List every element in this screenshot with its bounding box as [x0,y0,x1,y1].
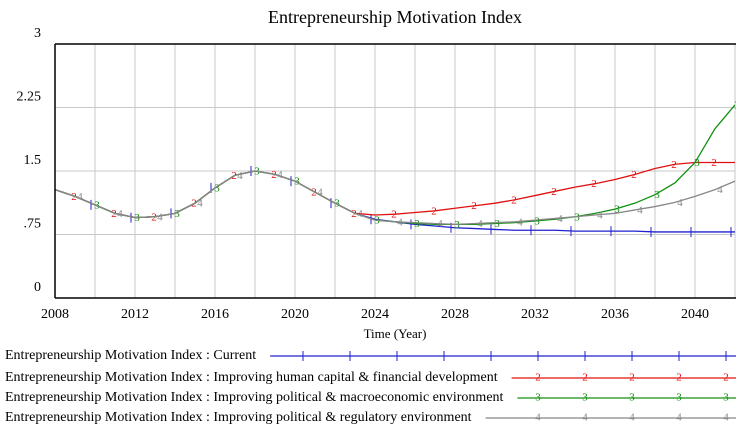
plot-area: 2222222222222222233333333333333333444444… [55,99,736,237]
legend-marker: 4 [629,412,635,424]
x-tick-label: 2016 [201,307,229,322]
legend-marker: 4 [676,412,682,424]
legend-marker: 2 [676,372,682,384]
series-marker: 2 [551,186,557,198]
series-marker: 4 [677,197,683,209]
series-marker: 3 [214,182,220,194]
x-tick-label: 2012 [121,307,149,322]
series-marker: 2 [391,209,397,221]
x-tick-label: 2032 [521,307,549,322]
legend-marker: 2 [629,372,635,384]
x-tick-label: 2020 [281,307,309,322]
series-marker: 2 [711,157,717,169]
series-marker: 4 [637,204,643,216]
series-marker: 3 [614,204,620,216]
y-tick-label: 2.25 [17,90,42,105]
series-marker: 2 [471,200,477,212]
series-marker: 2 [271,169,277,181]
series-marker: 4 [77,191,83,203]
y-tick-label: 0 [34,280,41,295]
legend-marker: 3 [723,392,729,404]
series-marker: 3 [494,218,500,230]
series-marker: 3 [534,215,540,227]
series-line [55,104,736,225]
series-marker: 4 [277,169,283,181]
x-tick-label: 2028 [441,307,469,322]
series-marker: 4 [117,208,123,220]
legend-marker: 3 [535,392,541,404]
series-marker: 2 [351,208,357,220]
series-marker: 4 [557,213,563,225]
legend-marker: 4 [582,412,588,424]
series-marker: 4 [317,187,323,199]
series-marker: 2 [71,191,77,203]
legend-marker: 2 [582,372,588,384]
series-marker: 4 [357,208,363,220]
legend-marker: 2 [535,372,541,384]
y-tick-label: 3 [34,26,41,41]
series-marker: 2 [311,187,317,199]
series-marker: 3 [414,218,420,230]
series-marker: 2 [591,178,597,190]
x-tick-label: 2040 [681,307,709,322]
series-marker: 2 [111,208,117,220]
legend-marker: 3 [676,392,682,404]
axes: 0 .75 1.5 2.25 3 2008 2012 2016 2020 2024 2028 2032… [17,26,736,322]
series-marker: 4 [397,216,403,228]
series-marker: 4 [437,218,443,230]
x-tick-label: 2036 [601,307,629,322]
y-tick-label: 1.5 [24,153,42,168]
legend: Entrepreneurship Motivation Index : Curr… [5,348,736,425]
series-marker: 2 [671,159,677,171]
legend-marker: 3 [629,392,635,404]
series-line [55,170,736,225]
series-marker: 4 [517,216,523,228]
series-marker: 2 [511,194,517,206]
chart-title: Entrepreneurship Motivation Index [268,7,522,27]
x-axis-label: Time (Year) [364,326,427,341]
legend-label: Entrepreneurship Motivation Index : Impr… [5,370,498,385]
legend-label: Entrepreneurship Motivation Index : Impr… [5,410,472,425]
series-marker: 4 [477,218,483,230]
legend-label: Entrepreneurship Motivation Index : Curr… [5,348,256,363]
series-marker: 3 [694,157,700,169]
series-marker: 2 [631,169,637,181]
legend-label: Entrepreneurship Motivation Index : Impr… [5,390,504,405]
legend-marker: 2 [723,372,729,384]
series-marker: 4 [597,210,603,222]
series-marker: 2 [431,205,437,217]
legend-marker: 3 [582,392,588,404]
series-marker: 4 [717,184,723,196]
series-marker: 4 [197,198,203,210]
legend-marker: 4 [723,412,729,424]
series-marker: 3 [654,189,660,201]
legend-marker: 4 [535,412,541,424]
y-tick-label: .75 [24,217,42,232]
series-marker: 3 [174,208,180,220]
series-marker: 4 [237,170,243,182]
series-marker: 3 [734,99,736,111]
series-marker: 4 [157,211,163,223]
series-marker: 3 [574,211,580,223]
x-tick-label: 2024 [361,307,389,322]
x-tick-label: 2008 [41,307,69,322]
